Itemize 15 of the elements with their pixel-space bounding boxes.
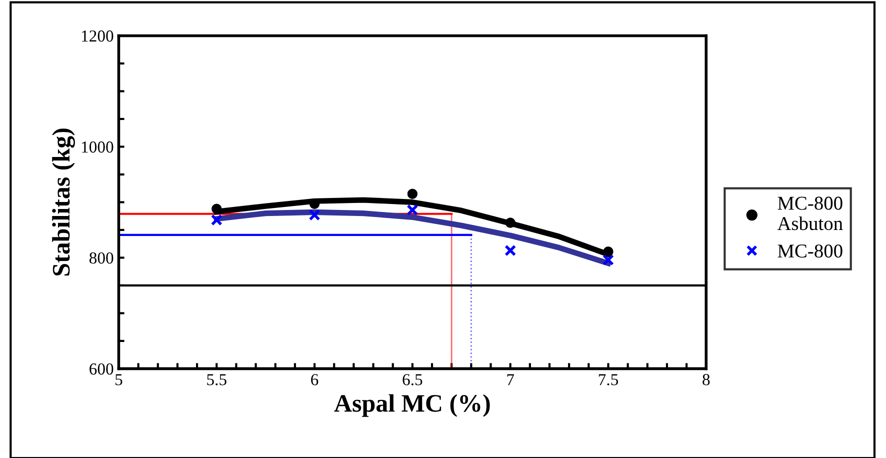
y-tick-label: 1000 [82,141,114,153]
x-tick-label: 7 [507,374,514,386]
x-tick-label: 5 [116,374,122,386]
y-axis-title: Stabilitas (kg) [52,128,75,276]
x-axis-title: Aspal MC (%) [334,394,490,417]
legend-label: MC-800 [778,244,842,258]
x-tick-label: 7.5 [598,374,618,386]
x-tick-label: 6 [311,374,318,386]
x-tick-label: 5.5 [207,374,226,386]
legend-label: MC-800 Asbuton [777,196,843,230]
x-tick-label: 6.5 [402,374,422,386]
x-tick-label: 8 [702,374,710,386]
y-tick-label: 1200 [82,30,114,42]
y-tick-label: 800 [90,252,114,264]
y-tick-label: 600 [90,363,114,375]
